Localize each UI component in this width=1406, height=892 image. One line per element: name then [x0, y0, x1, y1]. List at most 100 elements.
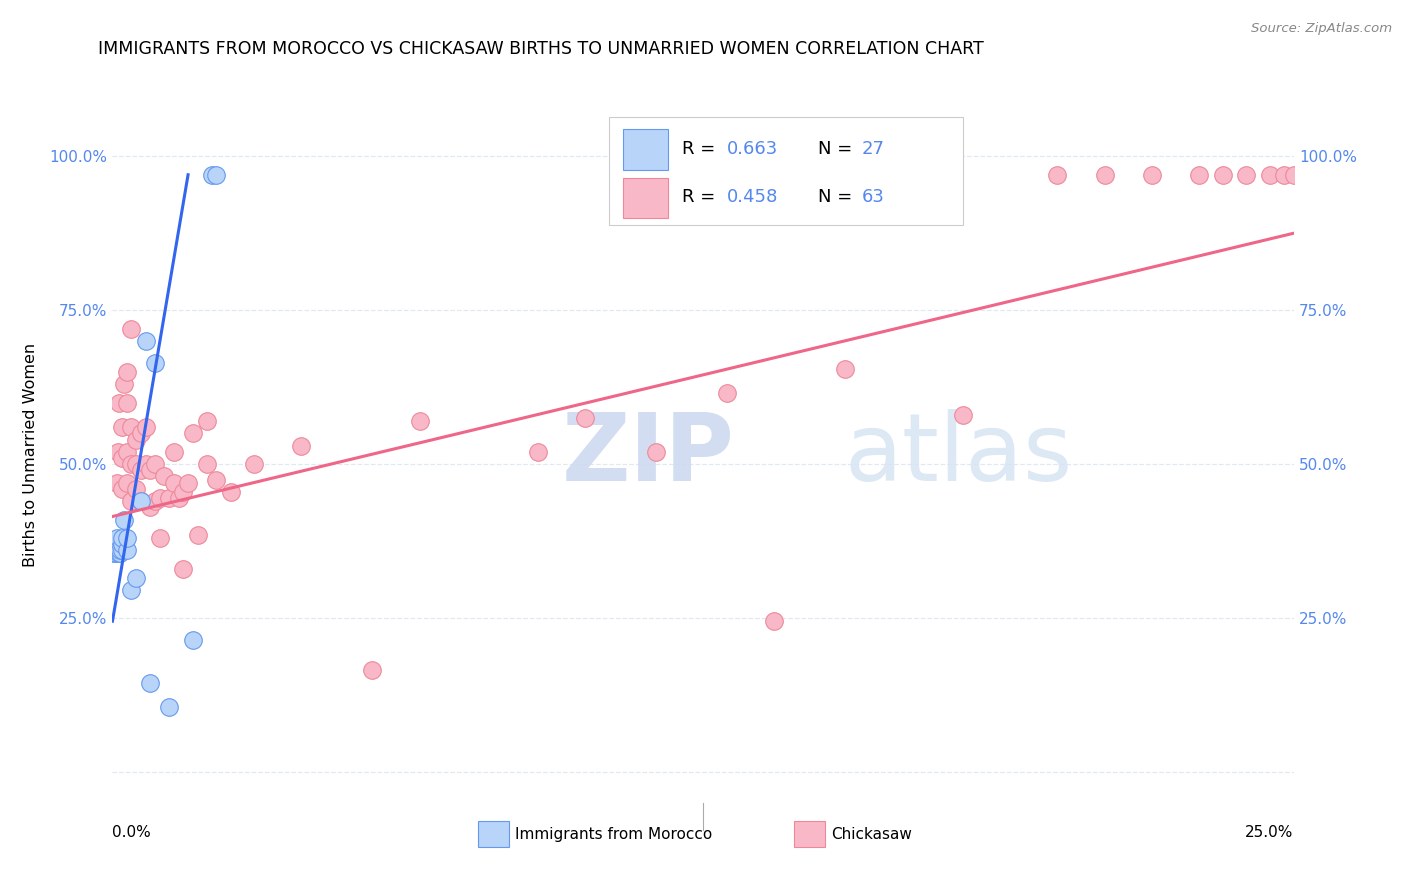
Point	[115, 531, 138, 545]
Point	[108, 546, 131, 560]
Point	[157, 491, 180, 505]
Point	[952, 408, 974, 422]
Point	[135, 457, 157, 471]
Text: Source: ZipAtlas.com: Source: ZipAtlas.com	[1251, 22, 1392, 36]
Text: ZIP: ZIP	[561, 409, 734, 501]
Point	[135, 420, 157, 434]
Point	[172, 484, 194, 499]
Point	[195, 457, 218, 471]
Point	[1140, 168, 1163, 182]
Point	[1282, 168, 1305, 182]
Point	[104, 543, 127, 558]
Text: 0.0%: 0.0%	[112, 825, 152, 840]
Point	[111, 420, 134, 434]
Point	[135, 334, 157, 348]
Point	[104, 543, 127, 558]
Point	[115, 445, 138, 459]
Point	[105, 537, 128, 551]
Point	[143, 494, 166, 508]
Point	[644, 445, 666, 459]
Text: atlas: atlas	[845, 409, 1073, 501]
Point	[105, 475, 128, 490]
Point	[1094, 168, 1116, 182]
Point	[574, 411, 596, 425]
Text: Chickasaw: Chickasaw	[831, 827, 912, 841]
Point	[1234, 168, 1257, 182]
Point	[526, 445, 548, 459]
Point	[104, 546, 127, 560]
Point	[111, 531, 134, 545]
Point	[120, 583, 142, 598]
Text: N =: N =	[817, 140, 858, 158]
Point	[129, 494, 152, 508]
FancyBboxPatch shape	[623, 178, 668, 219]
Point	[205, 168, 228, 182]
Point	[716, 386, 738, 401]
Point	[139, 463, 162, 477]
Text: R =: R =	[682, 188, 721, 206]
Point	[1272, 168, 1295, 182]
Point	[195, 414, 218, 428]
Point	[177, 475, 200, 490]
Point	[129, 426, 152, 441]
Point	[115, 365, 138, 379]
Point	[762, 614, 785, 628]
Point	[219, 484, 242, 499]
Point	[153, 469, 176, 483]
Point	[105, 546, 128, 560]
Point	[120, 457, 142, 471]
Point	[834, 361, 856, 376]
Point	[108, 543, 131, 558]
Point	[172, 562, 194, 576]
Text: N =: N =	[817, 188, 858, 206]
Point	[1046, 168, 1069, 182]
Point	[111, 543, 134, 558]
Point	[186, 528, 208, 542]
Point	[105, 531, 128, 545]
Point	[125, 571, 148, 585]
Point	[129, 463, 152, 477]
Point	[115, 543, 138, 558]
Text: 0.458: 0.458	[727, 188, 778, 206]
Point	[125, 482, 148, 496]
FancyBboxPatch shape	[623, 129, 668, 169]
Point	[290, 439, 312, 453]
Point	[143, 457, 166, 471]
Point	[243, 457, 266, 471]
Point	[139, 500, 162, 515]
Point	[111, 450, 134, 465]
Point	[157, 700, 180, 714]
Point	[181, 632, 204, 647]
Point	[103, 546, 125, 560]
Point	[163, 445, 186, 459]
Point	[139, 675, 162, 690]
FancyBboxPatch shape	[609, 118, 963, 226]
Point	[125, 457, 148, 471]
Point	[129, 494, 152, 508]
Point	[120, 321, 142, 335]
Text: 63: 63	[862, 188, 884, 206]
Text: IMMIGRANTS FROM MOROCCO VS CHICKASAW BIRTHS TO UNMARRIED WOMEN CORRELATION CHART: IMMIGRANTS FROM MOROCCO VS CHICKASAW BIR…	[98, 40, 984, 58]
Point	[107, 395, 129, 409]
Point	[181, 426, 204, 441]
Point	[112, 512, 135, 526]
Point	[111, 537, 134, 551]
Point	[1188, 168, 1211, 182]
Point	[120, 494, 142, 508]
Y-axis label: Births to Unmarried Women: Births to Unmarried Women	[22, 343, 38, 567]
Point	[125, 433, 148, 447]
Point	[107, 445, 129, 459]
Point	[205, 473, 228, 487]
Text: Immigrants from Morocco: Immigrants from Morocco	[515, 827, 711, 841]
Point	[120, 420, 142, 434]
Point	[201, 168, 224, 182]
Point	[112, 377, 135, 392]
Text: 25.0%: 25.0%	[1246, 825, 1294, 840]
Point	[115, 395, 138, 409]
Text: 27: 27	[862, 140, 884, 158]
Point	[1212, 168, 1234, 182]
Text: R =: R =	[682, 140, 721, 158]
Point	[149, 491, 172, 505]
Point	[167, 491, 190, 505]
Point	[115, 475, 138, 490]
